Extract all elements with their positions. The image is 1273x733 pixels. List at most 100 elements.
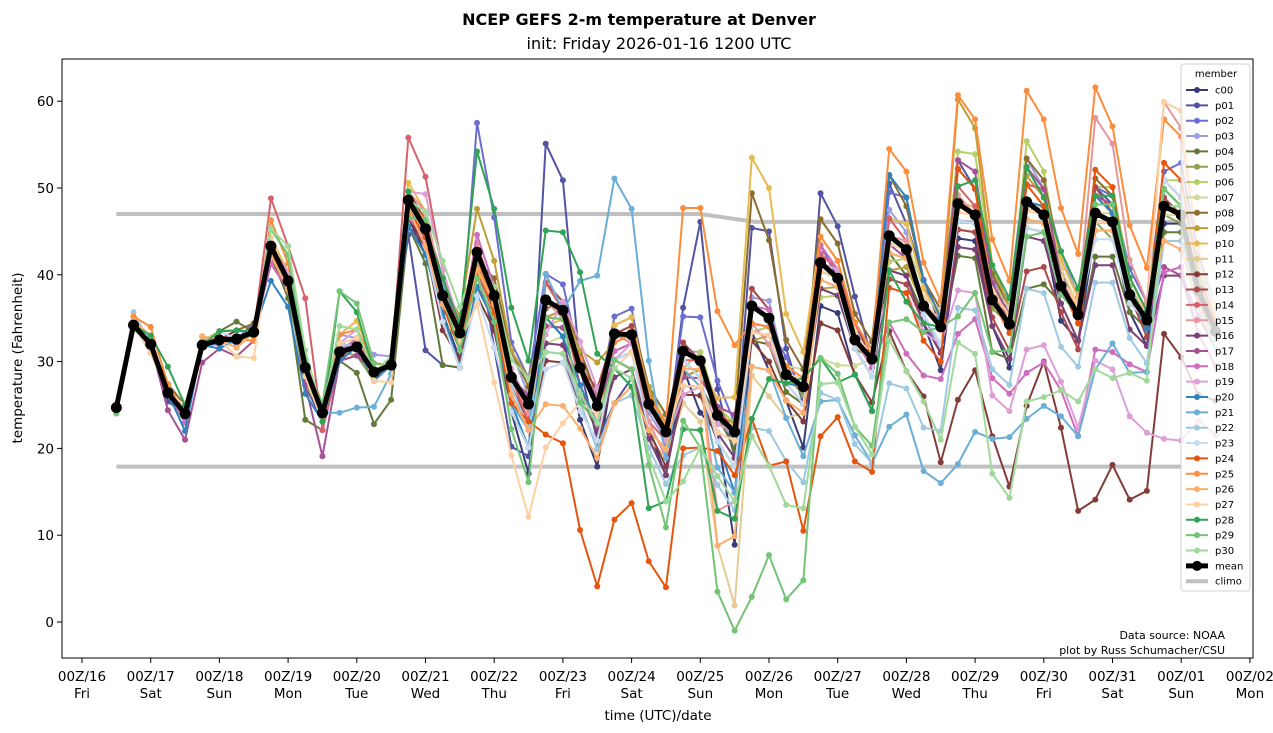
data-point-p19 (714, 421, 721, 428)
x-tick-label-time: 00Z/28 (882, 669, 930, 685)
legend-title: member (1195, 69, 1238, 80)
data-point-p19 (1023, 346, 1030, 353)
data-point-p10 (628, 314, 635, 321)
data-point-p18 (1161, 269, 1168, 276)
data-point-p13 (1057, 309, 1064, 316)
data-point-p13 (1040, 263, 1047, 270)
data-point-p04 (783, 388, 790, 395)
data-point-p11 (766, 393, 772, 400)
data-point-mean (900, 244, 912, 256)
data-point-p30 (611, 365, 618, 372)
legend-label: mean (1215, 561, 1243, 572)
data-point-p19 (577, 338, 584, 345)
data-point-p28 (783, 380, 790, 387)
data-point-p25 (1092, 84, 1099, 91)
legend-item-p30: p30 (1186, 546, 1234, 557)
data-point-p30 (989, 470, 996, 477)
data-point-mean (1003, 318, 1015, 330)
data-point-p18 (1040, 359, 1047, 366)
data-point-p26 (233, 344, 240, 351)
data-point-p04 (1126, 309, 1133, 316)
legend-label: p09 (1215, 224, 1234, 235)
legend-item-p03: p03 (1186, 132, 1234, 143)
data-point-mean (110, 402, 122, 414)
x-tick-label-time: 00Z/17 (127, 669, 175, 685)
data-point-p25 (920, 259, 927, 266)
data-point-p30 (542, 349, 549, 356)
x-tick-label-day: Thu (961, 686, 987, 702)
legend-item-p27: p27 (1186, 500, 1234, 511)
data-point-p17 (954, 157, 961, 164)
x-tick-label-time: 00Z/31 (1088, 669, 1136, 685)
data-point-p29 (954, 313, 961, 320)
data-point-p24 (869, 468, 876, 475)
data-point-p24 (594, 583, 601, 590)
legend-marker (1194, 179, 1200, 186)
legend-item-p22: p22 (1186, 423, 1234, 434)
data-point-p23 (439, 318, 446, 325)
chart-subtitle: init: Friday 2026-01-16 1200 UTC (527, 34, 792, 53)
legend-item-p25: p25 (1186, 469, 1234, 480)
data-point-p27 (370, 377, 377, 384)
data-point-p29 (766, 552, 772, 559)
data-point-p26 (594, 454, 601, 461)
data-point-p21 (336, 409, 343, 416)
data-point-p28 (972, 177, 979, 184)
data-point-p24 (937, 358, 944, 365)
data-point-p03 (766, 297, 772, 304)
data-point-p28 (594, 350, 601, 357)
data-point-p14 (302, 295, 309, 302)
data-point-c00 (577, 416, 584, 423)
data-point-p28 (319, 418, 326, 425)
x-tick-label-time: 00Z/26 (745, 669, 793, 685)
data-point-mean (1158, 200, 1170, 212)
legend-marker (1194, 378, 1200, 385)
data-point-p11 (697, 418, 704, 425)
data-point-p29 (886, 319, 893, 326)
data-point-p12 (834, 327, 841, 334)
data-point-p29 (645, 461, 652, 468)
legend-item-c00: c00 (1186, 86, 1233, 97)
legend-marker (1194, 409, 1200, 416)
data-point-p21 (611, 175, 618, 182)
data-point-mean (574, 362, 586, 374)
data-point-mean (196, 339, 208, 351)
data-point-mean (969, 209, 981, 221)
legend-label: p05 (1215, 162, 1234, 173)
data-point-p04 (388, 396, 395, 403)
data-point-p25 (697, 204, 704, 211)
data-point-p19 (989, 392, 996, 399)
data-point-p30 (456, 303, 463, 310)
data-point-p24 (903, 290, 910, 297)
data-point-c00 (1057, 317, 1064, 324)
data-point-p19 (1006, 408, 1013, 415)
data-point-p21 (628, 205, 635, 212)
legend-label: p24 (1215, 454, 1234, 465)
data-point-p21 (783, 415, 790, 422)
data-point-p09 (474, 205, 481, 212)
data-point-p24 (1109, 184, 1116, 191)
data-point-p21 (542, 270, 549, 277)
data-point-p29 (628, 366, 635, 373)
legend-marker (1194, 301, 1200, 308)
data-point-p22 (954, 304, 961, 311)
data-point-p26 (611, 400, 618, 407)
data-point-p16 (989, 323, 996, 330)
legend-item-p21: p21 (1186, 408, 1234, 419)
data-point-p24 (525, 418, 532, 425)
legend-item-p14: p14 (1186, 300, 1234, 311)
data-point-p10 (714, 395, 721, 402)
data-point-p30 (731, 498, 738, 505)
data-point-mean (952, 198, 964, 210)
data-point-p25 (147, 323, 154, 330)
data-point-p12 (817, 320, 824, 327)
data-point-p20 (267, 277, 274, 284)
data-point-p28 (216, 328, 223, 335)
legend-item-p24: p24 (1186, 454, 1234, 465)
x-tick-label-time: 00Z/29 (951, 669, 999, 685)
legend-marker (1194, 363, 1200, 370)
data-point-p28 (1023, 164, 1030, 171)
data-point-p23 (474, 292, 481, 299)
legend-item-p23: p23 (1186, 439, 1234, 450)
legend-marker (1194, 148, 1200, 155)
